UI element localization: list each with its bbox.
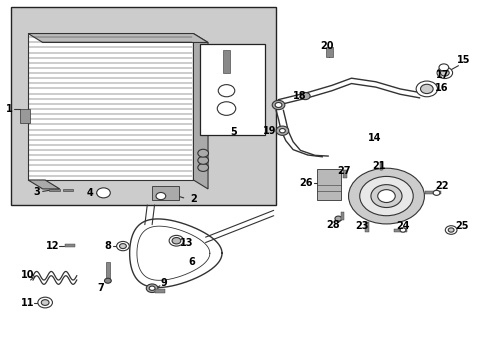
Bar: [343, 170, 346, 178]
Circle shape: [415, 81, 437, 97]
Bar: [365, 222, 369, 232]
Bar: [62, 189, 73, 192]
Text: 24: 24: [395, 221, 409, 231]
Polygon shape: [28, 33, 193, 180]
Circle shape: [217, 102, 235, 115]
Text: 17: 17: [435, 69, 448, 80]
Text: 6: 6: [188, 257, 195, 267]
Text: 2: 2: [190, 194, 196, 204]
Circle shape: [432, 190, 439, 195]
Text: 18: 18: [292, 91, 306, 101]
Circle shape: [198, 163, 208, 171]
Circle shape: [272, 100, 285, 110]
Text: 13: 13: [180, 238, 193, 248]
Text: 1: 1: [6, 104, 13, 113]
Circle shape: [279, 129, 285, 133]
Circle shape: [169, 235, 183, 246]
Text: 3: 3: [33, 187, 40, 197]
Bar: [64, 244, 75, 247]
Bar: [425, 192, 440, 194]
Bar: [20, 109, 30, 123]
Text: 23: 23: [355, 221, 368, 231]
Text: 20: 20: [320, 41, 333, 51]
Bar: [155, 289, 164, 293]
Text: 10: 10: [21, 270, 35, 280]
Circle shape: [119, 244, 126, 249]
Circle shape: [198, 149, 208, 157]
Bar: [317, 169, 340, 200]
Text: 11: 11: [21, 297, 35, 307]
Bar: [152, 186, 179, 200]
Bar: [379, 162, 382, 170]
Circle shape: [276, 126, 288, 135]
Circle shape: [300, 93, 309, 100]
Circle shape: [399, 228, 405, 232]
Circle shape: [445, 226, 456, 234]
Circle shape: [377, 190, 394, 203]
Circle shape: [440, 69, 448, 76]
Circle shape: [359, 176, 412, 216]
Circle shape: [275, 103, 282, 108]
Circle shape: [172, 238, 181, 244]
Text: 4: 4: [86, 188, 93, 198]
Bar: [49, 189, 60, 192]
Circle shape: [38, 297, 52, 308]
Bar: [340, 212, 344, 220]
Circle shape: [420, 84, 432, 94]
Circle shape: [156, 193, 165, 200]
Text: 16: 16: [434, 83, 447, 93]
Text: 21: 21: [371, 161, 385, 171]
Text: 12: 12: [45, 241, 59, 251]
Polygon shape: [28, 180, 60, 189]
Circle shape: [447, 228, 453, 232]
Circle shape: [41, 300, 49, 305]
Circle shape: [438, 64, 448, 71]
Circle shape: [97, 188, 110, 198]
Circle shape: [149, 286, 155, 291]
Bar: [106, 262, 110, 282]
Text: 26: 26: [298, 178, 312, 188]
Circle shape: [218, 85, 234, 97]
Circle shape: [370, 185, 401, 207]
Bar: [325, 47, 332, 57]
Polygon shape: [28, 33, 207, 42]
Circle shape: [116, 242, 129, 251]
Text: 7: 7: [98, 283, 104, 293]
Bar: [393, 229, 406, 232]
Text: 28: 28: [325, 220, 339, 230]
Text: 9: 9: [161, 278, 167, 288]
Circle shape: [198, 157, 208, 164]
Bar: [222, 50, 230, 73]
Circle shape: [348, 168, 424, 224]
Text: 15: 15: [456, 55, 469, 65]
Circle shape: [104, 278, 111, 283]
Text: 25: 25: [455, 221, 468, 231]
Polygon shape: [193, 33, 207, 189]
Bar: [200, 44, 265, 135]
Text: 8: 8: [104, 241, 111, 251]
Bar: [11, 7, 276, 205]
Text: 27: 27: [337, 166, 350, 176]
Circle shape: [334, 216, 341, 221]
Circle shape: [436, 67, 452, 78]
Text: 14: 14: [367, 133, 381, 143]
Circle shape: [146, 284, 158, 293]
Text: 5: 5: [230, 127, 237, 137]
Text: 19: 19: [262, 126, 276, 136]
Text: 22: 22: [434, 181, 447, 192]
